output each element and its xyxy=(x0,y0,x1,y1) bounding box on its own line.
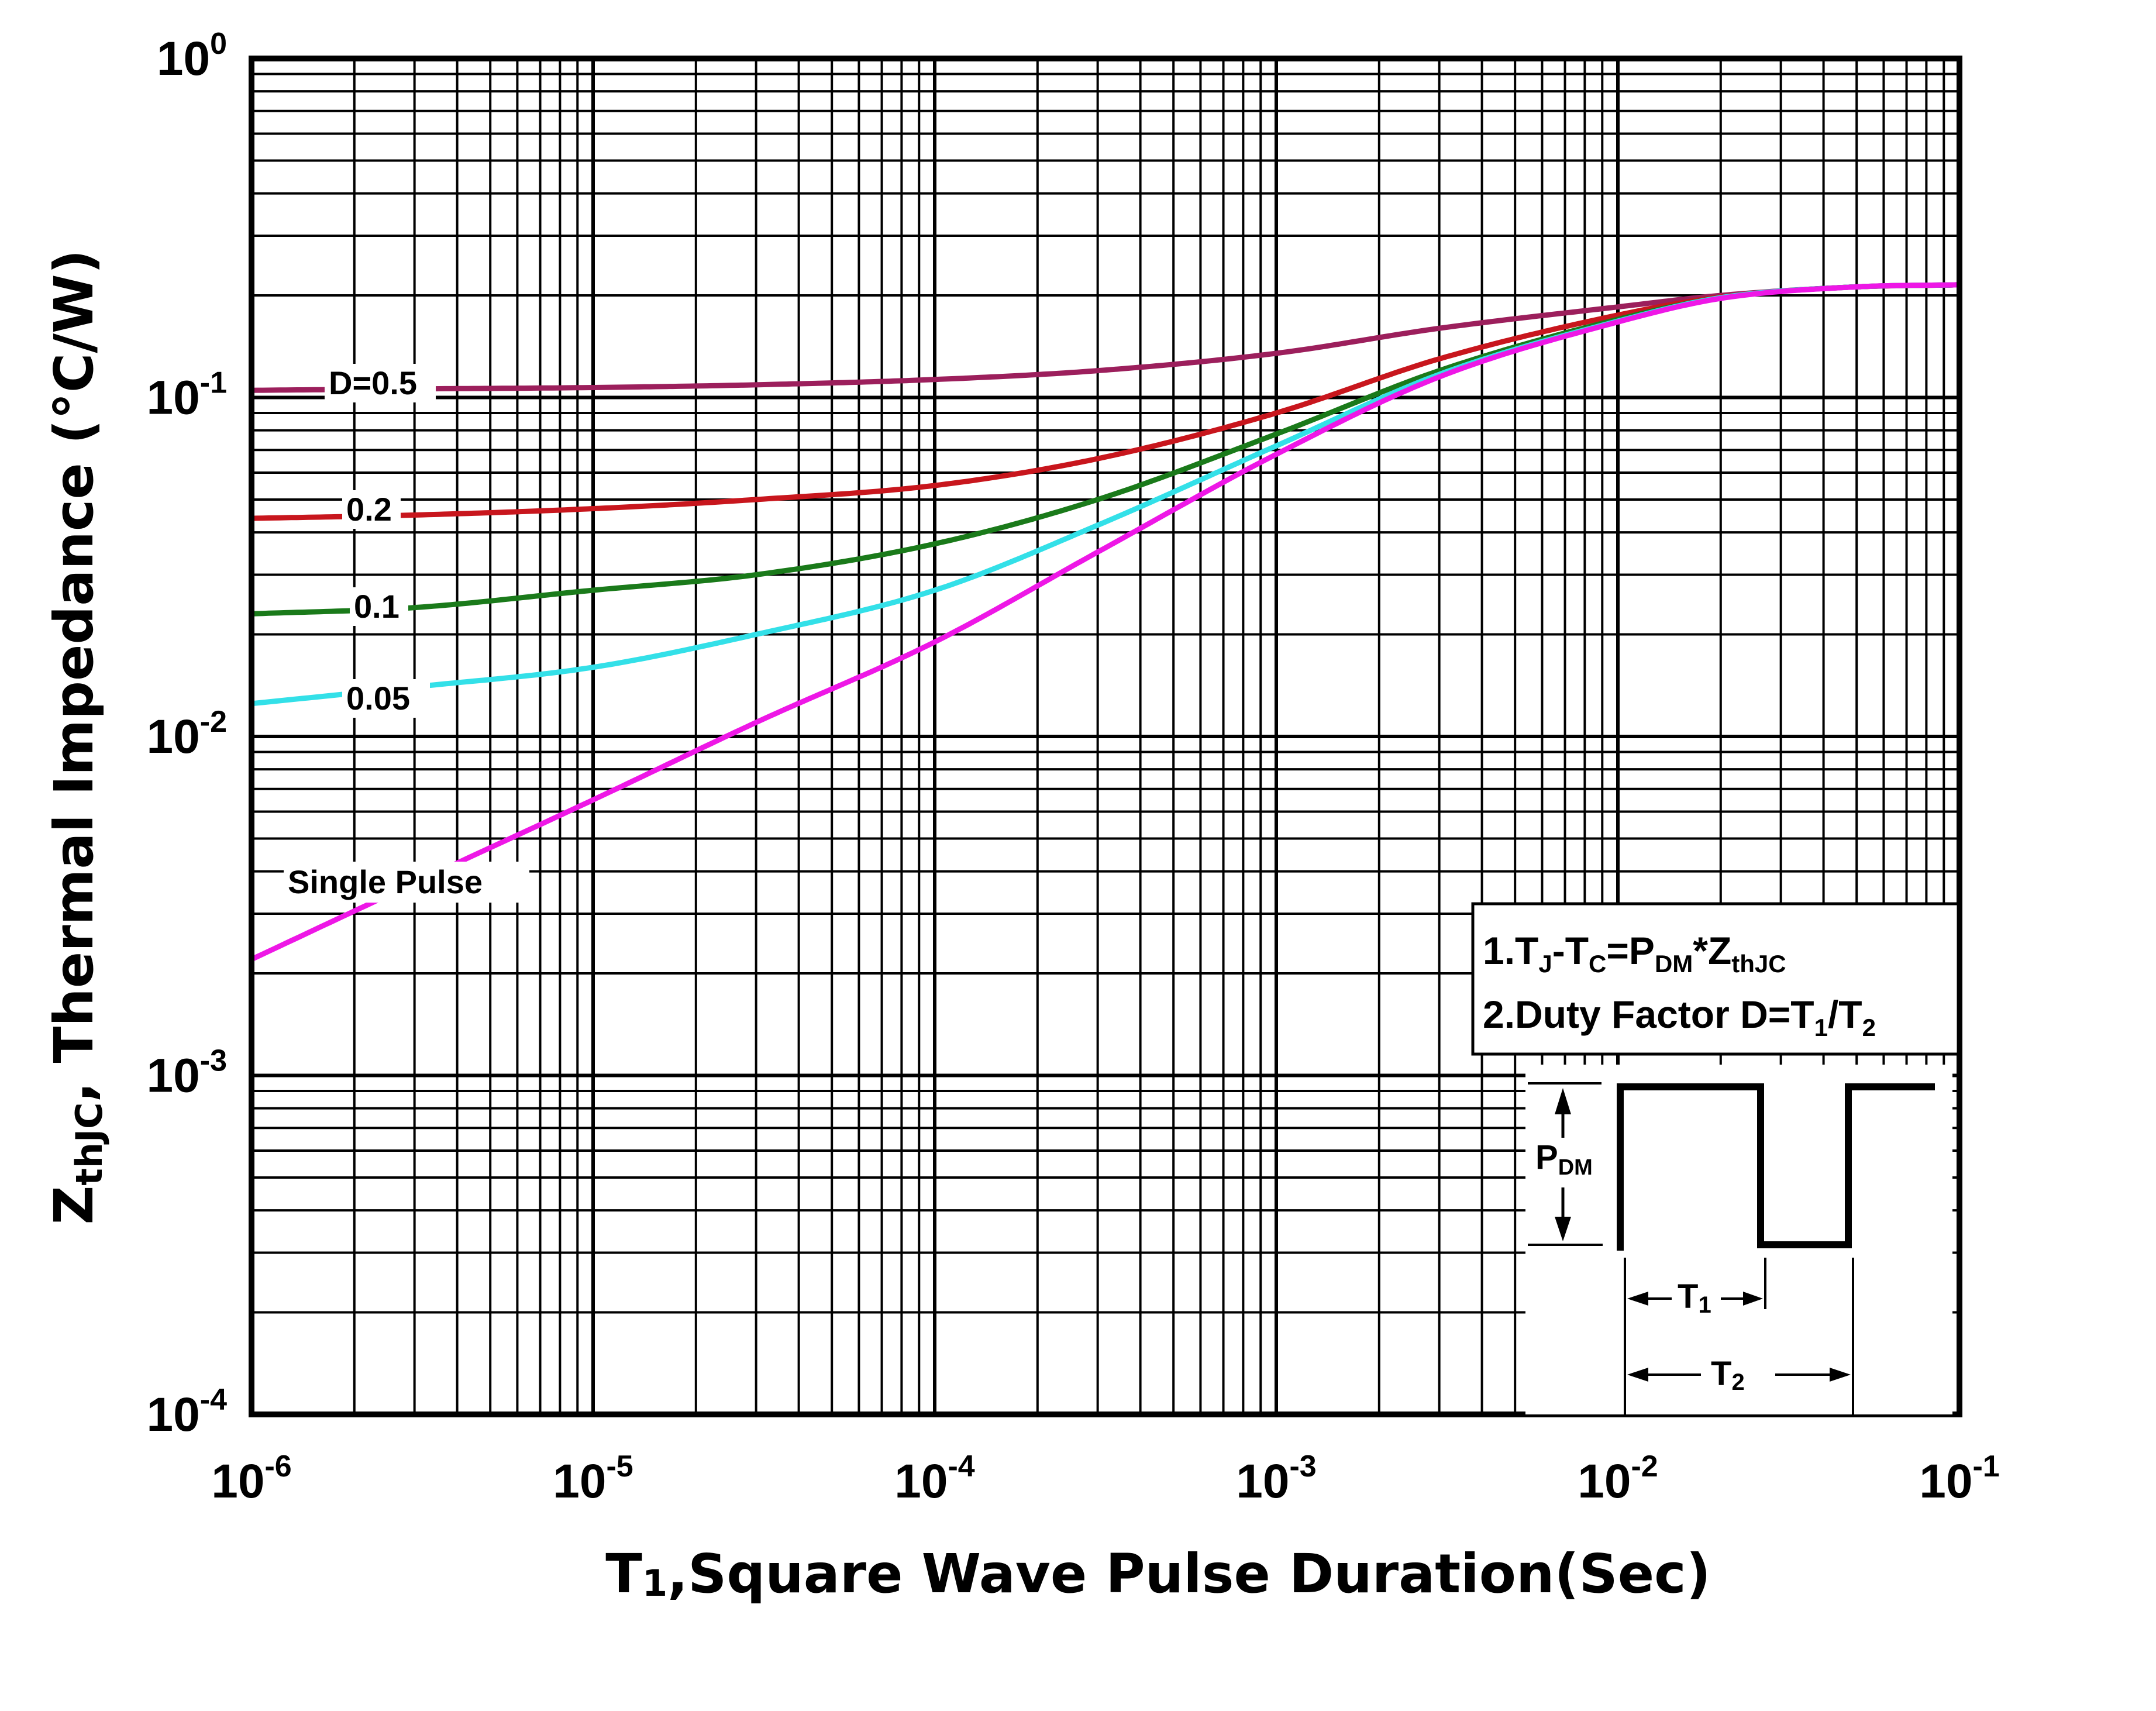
series-label-01: 0.1 xyxy=(354,588,399,625)
pdm-arrow-up-head xyxy=(1555,1088,1571,1114)
label-bg-01 xyxy=(350,587,408,626)
series-label-d05: D=0.5 xyxy=(329,364,417,401)
t2-label: T2 xyxy=(1711,1355,1745,1395)
x-tick-label: 10-5 xyxy=(553,1450,633,1508)
t2-arrow-left-head xyxy=(1627,1368,1648,1382)
series-line-4 xyxy=(250,282,1960,962)
x-axis-title: T1,Square Wave Pulse Duration(Sec) xyxy=(605,1543,1710,1605)
series-label-02: 0.2 xyxy=(346,491,392,528)
data-curves xyxy=(250,282,1960,962)
plot-frame xyxy=(249,56,1962,1417)
y-axis-ticks: 100 10-1 10-2 10-3 10-4 xyxy=(147,27,228,1441)
series-label-single-pulse: Single Pulse xyxy=(288,863,483,900)
notes-box: 1.TJ-TC=PDM*ZthJC 2.Duty Factor D=T1/T2 xyxy=(1471,902,1960,1056)
pulse-diagram-bg xyxy=(1525,1065,1952,1414)
series-line-0 xyxy=(251,282,1960,393)
t1-arrow-right-head xyxy=(1743,1292,1763,1306)
pdm-label: PDM xyxy=(1535,1138,1593,1180)
y-tick-label: 10-1 xyxy=(147,366,227,425)
label-bg-d05 xyxy=(325,364,436,402)
series-label-005: 0.05 xyxy=(346,680,410,717)
pulse-waveform xyxy=(1617,1083,1935,1251)
label-bg-02 xyxy=(342,490,401,529)
curve-labels: D=0.5 0.2 0.1 0.05 Single Pulse xyxy=(284,364,529,903)
x-tick-label: 10-3 xyxy=(1236,1450,1316,1508)
x-tick-label: 10-2 xyxy=(1578,1450,1658,1508)
note-line-1: 1.TJ-TC=PDM*ZthJC xyxy=(1483,929,1786,977)
t1-arrow-left-head xyxy=(1627,1292,1648,1306)
note-line-2: 2.Duty Factor D=T1/T2 xyxy=(1483,993,1876,1041)
label-bg-single xyxy=(284,862,529,903)
label-bg-005 xyxy=(342,679,430,718)
x-axis-ticks: 10-6 10-5 10-4 10-3 10-2 10-1 xyxy=(211,1450,1999,1508)
y-tick-label: 10-2 xyxy=(147,705,227,763)
y-tick-label: 100 xyxy=(157,27,227,85)
x-tick-label: 10-1 xyxy=(1919,1450,1999,1508)
x-tick-label: 10-6 xyxy=(211,1450,291,1508)
notes-box-frame xyxy=(1471,902,1960,1056)
y-axis-title: ZthJC, Thermal Impedance (°C/W) xyxy=(43,249,111,1224)
pulse-diagram: PDM T1 T2 xyxy=(1525,1065,1952,1414)
t2-arrow-right-head xyxy=(1830,1368,1851,1382)
y-tick-label: 10-3 xyxy=(147,1044,227,1103)
x-tick-label: 10-4 xyxy=(894,1450,975,1508)
pdm-arrow-down-head xyxy=(1555,1217,1571,1241)
y-tick-label: 10-4 xyxy=(147,1383,228,1441)
t1-label: T1 xyxy=(1678,1278,1711,1318)
